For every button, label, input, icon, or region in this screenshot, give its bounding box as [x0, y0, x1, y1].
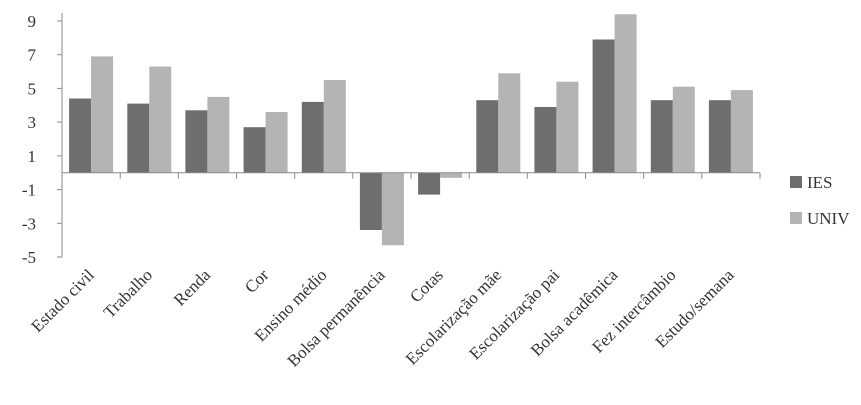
- legend-label-ies: IES: [807, 173, 833, 192]
- category-label: Trabalho: [100, 265, 156, 321]
- bar-ies-9: [534, 107, 557, 173]
- bar-univ-3: [207, 96, 230, 173]
- y-tick-label: 3: [28, 113, 37, 132]
- y-tick-label: -3: [22, 214, 36, 233]
- bar-ies-3: [185, 110, 208, 173]
- bar-univ-8: [498, 73, 521, 173]
- bar-univ-9: [556, 81, 579, 173]
- legend-label-univ: UNIV: [807, 209, 850, 228]
- bar-ies-1: [69, 98, 92, 173]
- y-tick-label: 1: [28, 147, 37, 166]
- bar-ies-8: [476, 100, 499, 173]
- category-label: Renda: [170, 265, 214, 309]
- category-label: Bolsa permanência: [284, 265, 390, 371]
- y-tick-label: -1: [22, 181, 36, 200]
- bar-ies-5: [301, 101, 324, 173]
- legend-swatch-ies: [790, 176, 802, 188]
- bar-ies-12: [708, 100, 731, 173]
- bar-univ-5: [323, 80, 346, 173]
- category-label: Estado civil: [27, 265, 98, 336]
- bar-univ-12: [730, 90, 753, 173]
- legend-swatch-univ: [790, 212, 802, 224]
- bar-univ-1: [91, 56, 114, 173]
- bar-ies-4: [243, 127, 266, 173]
- y-tick-label: 5: [28, 79, 37, 98]
- category-label: Cor: [241, 265, 273, 297]
- bar-univ-11: [672, 86, 695, 173]
- bar-univ-7: [440, 172, 463, 178]
- y-tick-label: -5: [22, 248, 36, 267]
- y-tick-label: 7: [28, 46, 37, 65]
- legend: IES UNIV: [790, 173, 850, 228]
- category-label: Cotas: [406, 265, 447, 306]
- bar-ies-11: [650, 100, 673, 173]
- bar-ies-10: [592, 39, 615, 173]
- bar-univ-10: [614, 14, 637, 173]
- bar-ies-2: [127, 103, 150, 173]
- y-tick-label: 9: [28, 12, 37, 31]
- bar-univ-6: [381, 172, 404, 246]
- bars-layer: [69, 14, 753, 246]
- bar-univ-2: [149, 66, 172, 173]
- bar-ies-6: [359, 172, 382, 230]
- bar-ies-7: [418, 172, 441, 195]
- y-axis-ticks: 9 7 5 3 1 -1 -3 -5: [22, 12, 62, 267]
- bar-univ-4: [265, 112, 288, 173]
- axes-layer: [61, 13, 761, 257]
